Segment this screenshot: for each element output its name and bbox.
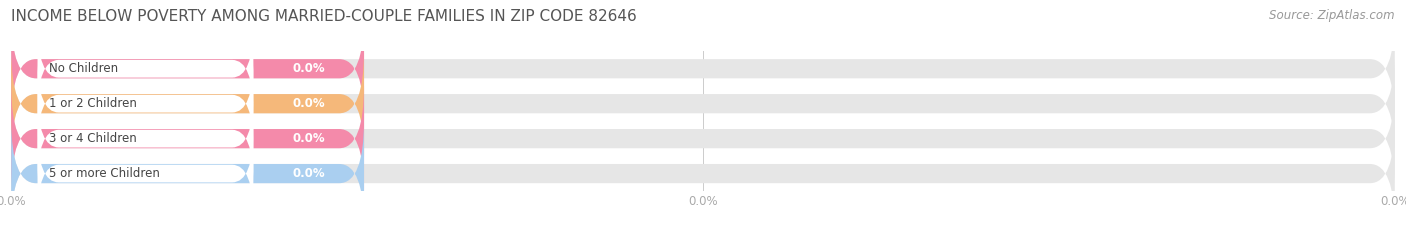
FancyBboxPatch shape <box>11 85 364 192</box>
FancyBboxPatch shape <box>11 15 1395 122</box>
FancyBboxPatch shape <box>11 85 1395 192</box>
FancyBboxPatch shape <box>11 50 364 157</box>
Text: 0.0%: 0.0% <box>292 62 325 75</box>
FancyBboxPatch shape <box>38 129 253 218</box>
Text: 0.0%: 0.0% <box>292 167 325 180</box>
Text: 0.0%: 0.0% <box>292 97 325 110</box>
FancyBboxPatch shape <box>38 59 253 148</box>
FancyBboxPatch shape <box>11 15 364 122</box>
Text: 5 or more Children: 5 or more Children <box>49 167 159 180</box>
Text: 0.0%: 0.0% <box>292 132 325 145</box>
Text: No Children: No Children <box>49 62 118 75</box>
FancyBboxPatch shape <box>11 50 1395 157</box>
Text: INCOME BELOW POVERTY AMONG MARRIED-COUPLE FAMILIES IN ZIP CODE 82646: INCOME BELOW POVERTY AMONG MARRIED-COUPL… <box>11 9 637 24</box>
FancyBboxPatch shape <box>11 120 1395 227</box>
FancyBboxPatch shape <box>38 94 253 183</box>
Text: Source: ZipAtlas.com: Source: ZipAtlas.com <box>1270 9 1395 22</box>
Text: 3 or 4 Children: 3 or 4 Children <box>49 132 136 145</box>
FancyBboxPatch shape <box>38 24 253 113</box>
Text: 1 or 2 Children: 1 or 2 Children <box>49 97 136 110</box>
FancyBboxPatch shape <box>11 120 364 227</box>
